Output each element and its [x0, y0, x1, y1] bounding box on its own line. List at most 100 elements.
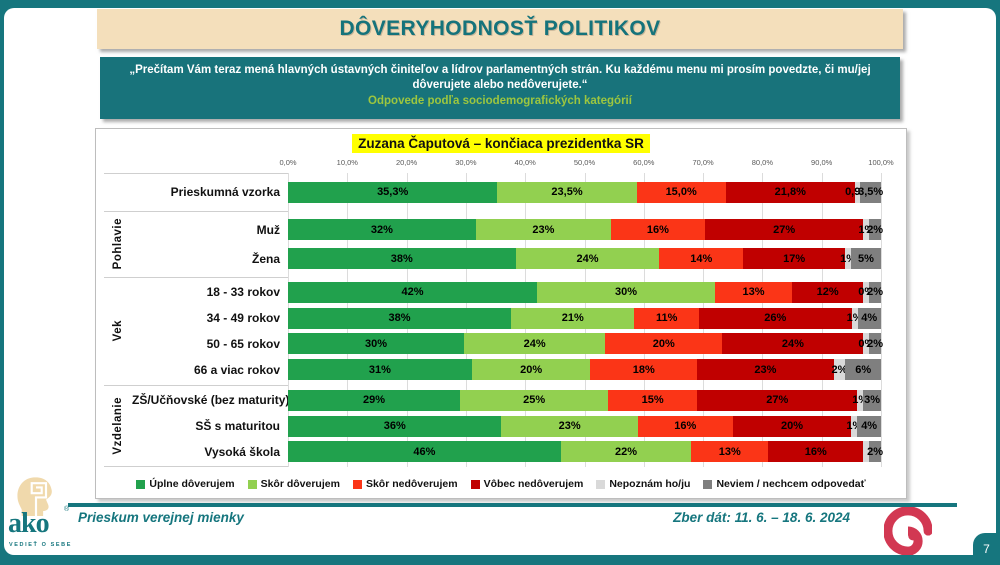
bar-value-label: 12%	[816, 286, 839, 299]
bar-segment: 13%	[691, 441, 769, 463]
bar-segment: 2%	[832, 359, 847, 381]
bar-segment: 2%	[867, 281, 884, 303]
row-label: SŠ s maturitou	[195, 419, 280, 433]
bar-value-label: 16%	[804, 445, 827, 458]
legend-item: Nepoznám ho/ju	[596, 478, 690, 490]
bar-value-label: 20%	[781, 420, 804, 432]
legend-item: Skôr dôverujem	[247, 478, 340, 490]
legend-swatch	[247, 479, 257, 489]
chart-panel: Zuzana Čaputová – končiaca prezidentka S…	[95, 128, 907, 499]
bar-segment: 4%	[857, 415, 881, 437]
bar-value-label: 38%	[388, 312, 411, 325]
bar-value-label: 15,0%	[665, 186, 697, 198]
stacked-bar: 30% 24% 20% 24% 0% 2%	[288, 333, 883, 355]
row-label: 66 a viac rokov	[193, 362, 280, 377]
bar-value-label: 23,5%	[551, 186, 583, 198]
bar-value-label: 29%	[362, 394, 385, 407]
bar-value-label: 35,3%	[377, 186, 409, 198]
x-axis-tick: 20,0%	[395, 158, 418, 167]
legend-swatch	[352, 479, 362, 489]
x-axis-tick: 80,0%	[751, 158, 774, 167]
chart-row: Vysoká škola 46% 22% 13% 16% 2%	[132, 441, 884, 463]
bar-value-label: 26%	[764, 312, 787, 325]
bar-value-label: 15%	[641, 394, 664, 407]
bar-segment: 21%	[511, 307, 635, 329]
chart-row: Žena 38% 24% 14% 17% 1% 5%	[132, 248, 881, 269]
stacked-bar: 46% 22% 13% 16% 2%	[288, 441, 884, 463]
x-axis-tick: 50,0%	[573, 158, 596, 167]
bar-segment: 17%	[743, 248, 846, 269]
bar-segment: 11%	[634, 307, 699, 329]
bar-segment: 6%	[845, 359, 881, 381]
category-group: Vzdelanie ZŠ/Učňovské (bez maturity) 29% 25…	[104, 385, 884, 467]
bar-segment: 16%	[768, 441, 864, 463]
bar-segment: 27%	[697, 389, 858, 411]
bar-segment: 25%	[459, 389, 609, 411]
survey-subtitle: Odpovede podľa sociodemografických kateg…	[368, 95, 632, 107]
bar-value-label: 31%	[368, 363, 391, 376]
row-label: Žena	[251, 251, 280, 266]
group-rows: Prieskumná vzorka 35,3% 23,5% 15,0% 21,8% 0,9…	[132, 173, 884, 211]
bar-value-label: 46%	[413, 445, 436, 458]
bar-segment: 30%	[288, 333, 465, 355]
chart-groups: Prieskumná vzorka 35,3% 23,5% 15,0% 21,8% 0,9…	[104, 173, 884, 467]
bar-value-label: 11%	[655, 312, 678, 325]
legend-swatch	[470, 479, 480, 489]
group-rows: ZŠ/Učňovské (bez maturity) 29% 25% 15% 27% 1%…	[132, 385, 884, 467]
bar-value-label: 2%	[867, 445, 884, 458]
stacked-bar: 38% 21% 11% 26% 1% 4%	[288, 307, 881, 329]
bar-value-label: 20%	[652, 337, 675, 350]
page-number: 7	[983, 542, 990, 556]
bar-segment: 21,8%	[725, 181, 855, 203]
bar-value-label: 13%	[742, 286, 765, 299]
chart-title-row: Zuzana Čaputová – končiaca prezidentka S…	[96, 134, 906, 153]
bar-value-label: 3,5%	[858, 186, 884, 198]
stacked-bar: 42% 30% 13% 12% 0% 2%	[288, 281, 884, 303]
row-label: Muž	[256, 222, 280, 237]
x-axis-tick: 10,0%	[336, 158, 358, 167]
bar-value-label: 16%	[646, 223, 669, 236]
bar-segment: 20%	[732, 415, 852, 437]
bar-value-label: 2%	[867, 286, 884, 299]
bar-value-label: 14%	[690, 252, 713, 265]
stacked-bar: 38% 24% 14% 17% 1% 5%	[288, 248, 881, 269]
category-group: Prieskumná vzorka 35,3% 23,5% 15,0% 21,8% 0,9…	[104, 173, 884, 211]
x-axis-tick: 100,0%	[868, 158, 894, 167]
chart-row: 34 - 49 rokov 38% 21% 11% 26% 1% 4%	[132, 307, 881, 329]
legend-swatch	[136, 479, 146, 489]
bar-value-label: 24%	[523, 337, 546, 350]
group-label	[104, 173, 132, 211]
title-bar: DÔVERYHODNOSŤ POLITIKOV	[97, 9, 903, 49]
bar-value-label: 23%	[754, 363, 777, 376]
bar-segment: 29%	[288, 389, 460, 411]
bar-value-label: 16%	[674, 420, 697, 432]
bar-segment: 16%	[610, 219, 705, 240]
footer-divider	[68, 503, 957, 507]
group-label: Pohlavie	[104, 211, 132, 277]
bar-value-label: 36%	[383, 420, 406, 432]
bar-segment: 23%	[697, 359, 834, 381]
stacked-bar: 32% 23% 16% 27% 1% 2%	[288, 219, 883, 240]
bar-value-label: 3%	[864, 394, 881, 407]
group-rows: Muž 32% 23% 16% 27% 1% 2% Žena 38% 24% 14% 17% 1% 5%	[132, 211, 883, 277]
bar-segment: 13%	[714, 281, 793, 303]
bar-segment: 5%	[851, 248, 881, 269]
chart-row: Muž 32% 23% 16% 27% 1% 2%	[132, 219, 883, 240]
spiral-logo-icon	[884, 507, 932, 555]
bar-segment: 20%	[471, 359, 591, 381]
group-label-text: Vzdelanie	[112, 397, 124, 455]
bar-segment: 23%	[501, 415, 638, 437]
bar-value-label: 18%	[632, 363, 655, 376]
bar-value-label: 22%	[614, 445, 638, 458]
legend-label: Skôr dôverujem	[260, 478, 340, 490]
bar-segment: 2%	[867, 333, 883, 355]
bar-segment: 2%	[867, 219, 883, 240]
bar-segment: 3,5%	[858, 181, 884, 203]
bar-segment: 32%	[288, 219, 476, 240]
row-label: 18 - 33 rokov	[206, 285, 280, 300]
row-label: 34 - 49 rokov	[206, 311, 280, 326]
footer-right-text: Zber dát: 11. 6. – 18. 6. 2024	[673, 510, 850, 525]
group-label-text: Pohlavie	[112, 218, 124, 270]
stacked-bar: 36% 23% 16% 20% 1% 4%	[288, 415, 881, 437]
